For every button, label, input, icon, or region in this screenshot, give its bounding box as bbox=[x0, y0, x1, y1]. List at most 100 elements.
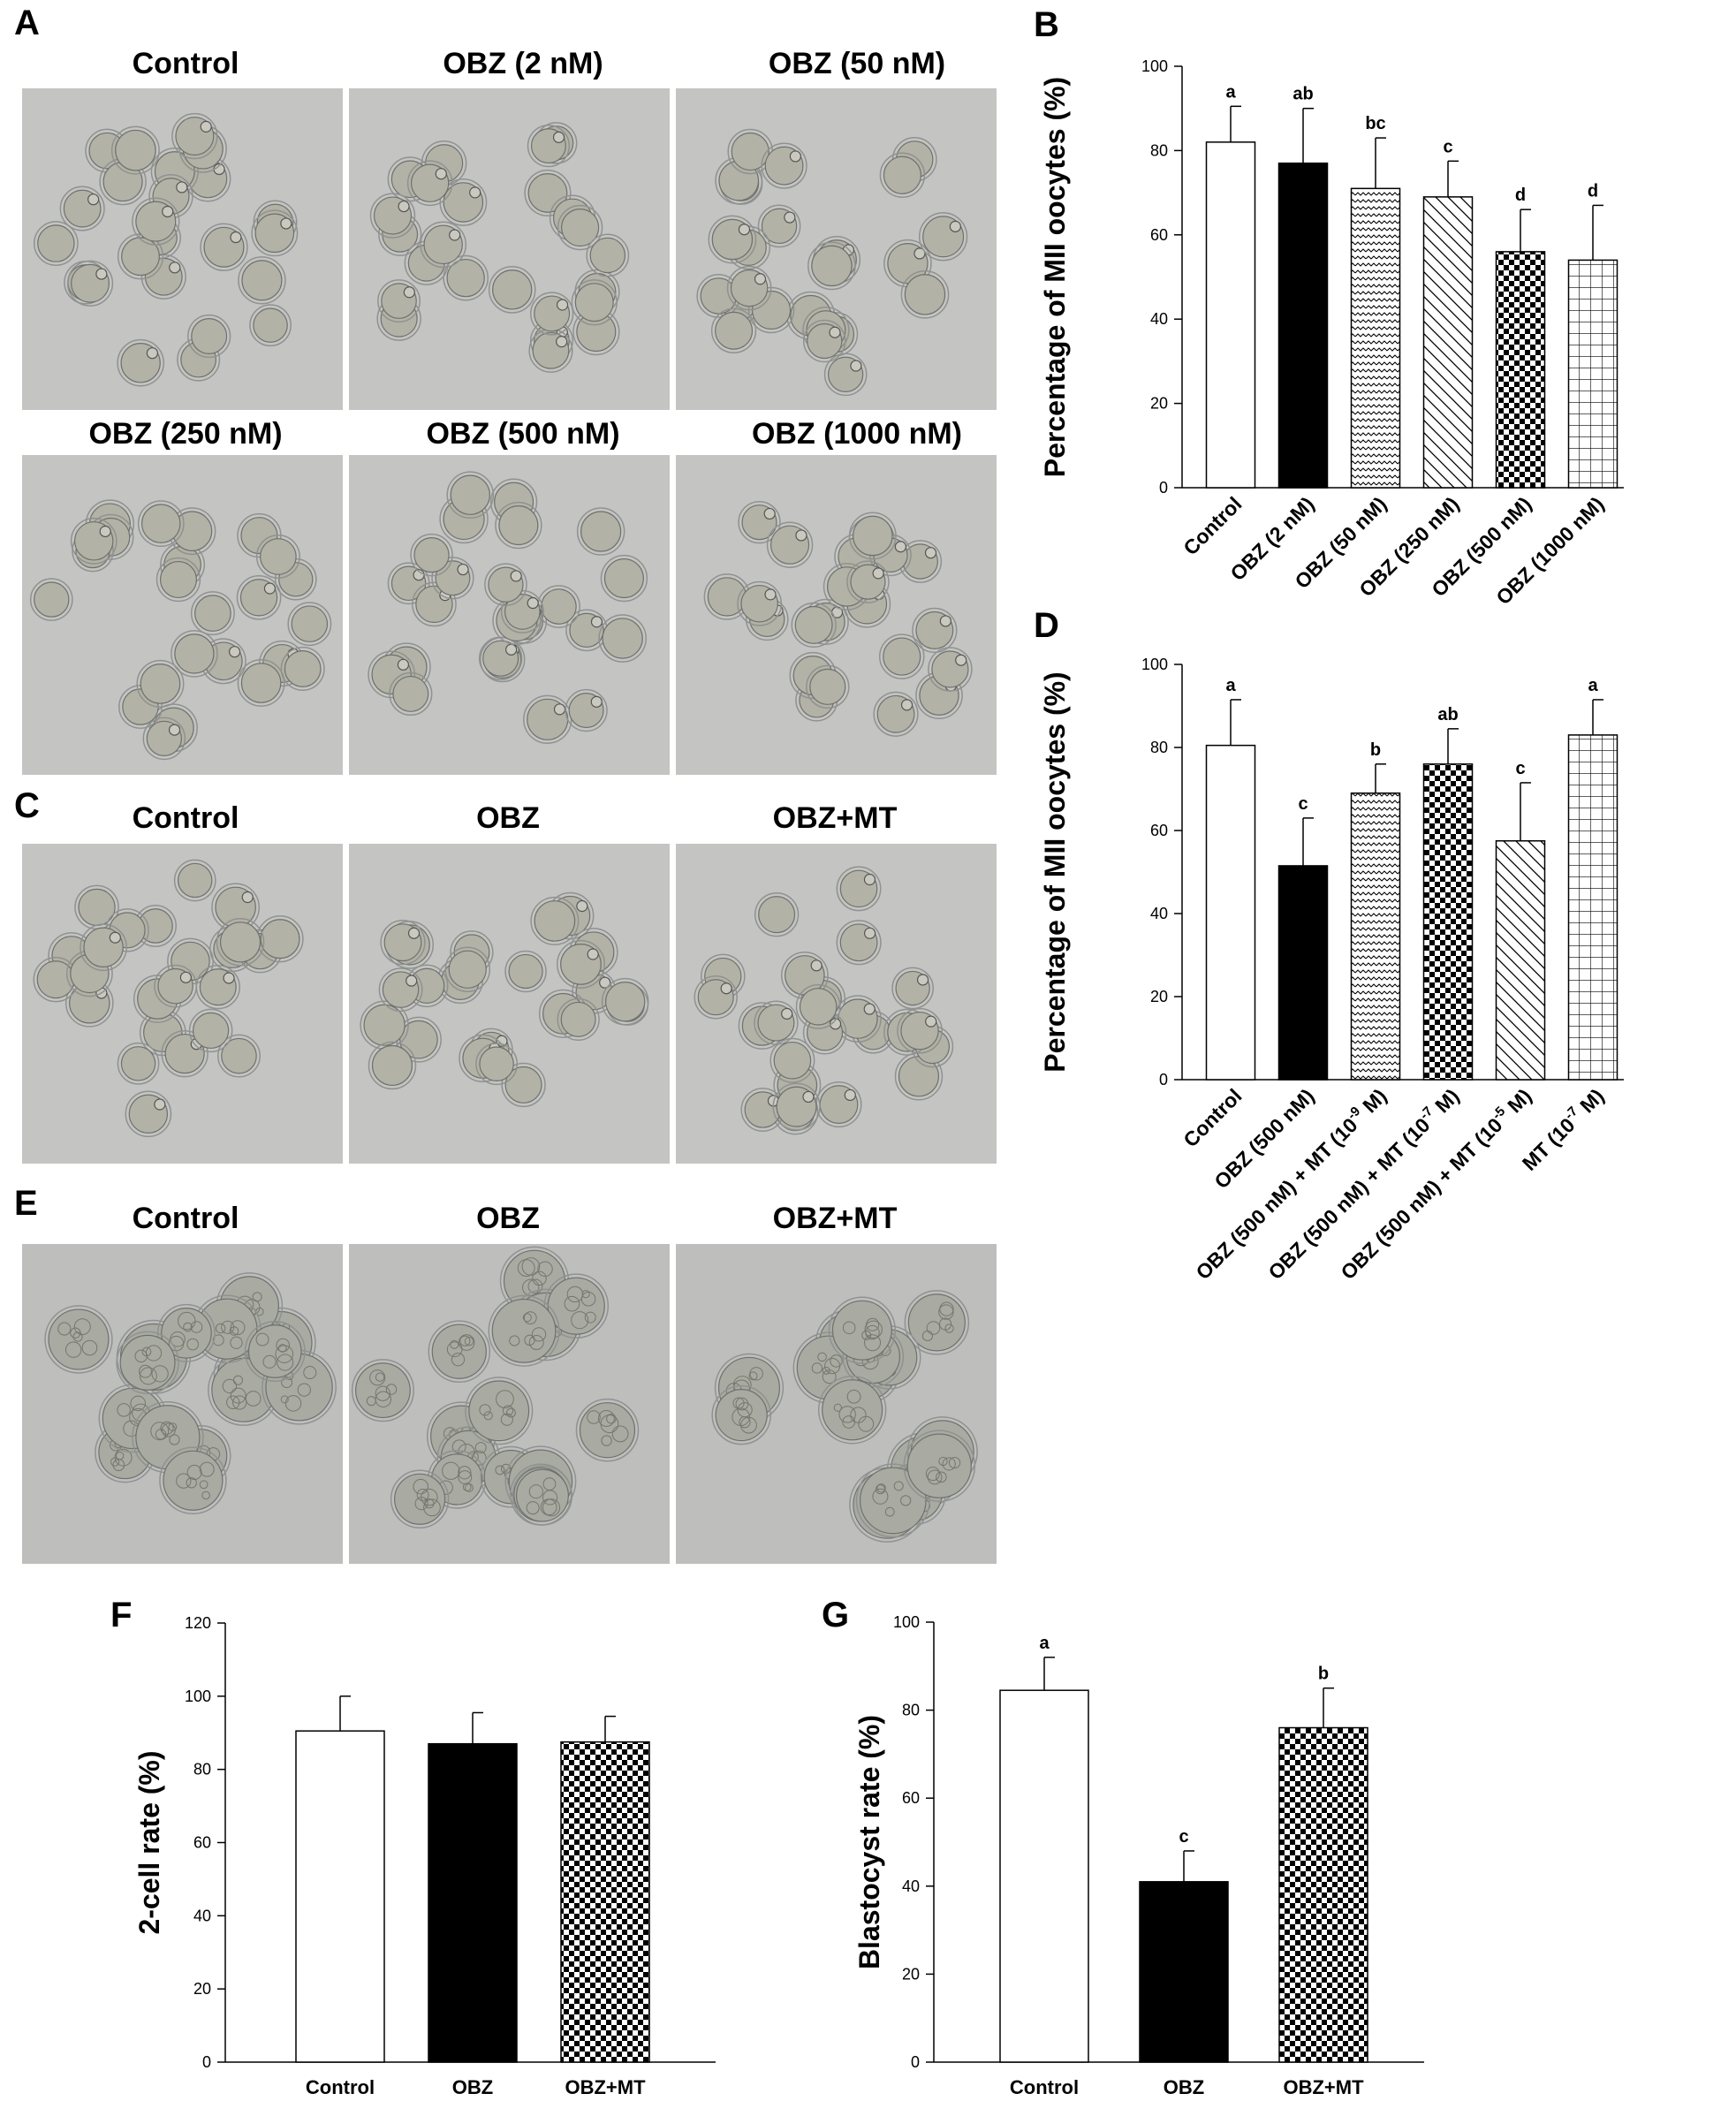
cell bbox=[576, 507, 625, 556]
cell bbox=[537, 585, 580, 628]
cell bbox=[897, 1007, 943, 1054]
cell bbox=[142, 717, 186, 761]
y-axis-label: Percentage of MII oocytes (%) bbox=[1039, 77, 1071, 477]
cell bbox=[116, 1331, 179, 1394]
cell bbox=[795, 983, 841, 1029]
micrograph-e-control bbox=[22, 1244, 343, 1564]
significance-letter: a bbox=[1588, 676, 1598, 695]
cell bbox=[125, 1090, 172, 1138]
panel-letter-e: E bbox=[14, 1184, 38, 1223]
y-tick-label: 20 bbox=[1150, 988, 1168, 1005]
cell bbox=[238, 256, 286, 305]
micrograph-c-obz-mt bbox=[676, 844, 997, 1164]
significance-letter: b bbox=[1318, 1665, 1329, 1684]
cell bbox=[59, 186, 105, 231]
cell bbox=[807, 241, 856, 291]
cell bbox=[565, 609, 608, 652]
cell bbox=[154, 964, 197, 1008]
significance-letter: ab bbox=[1437, 705, 1458, 724]
y-tick-label: 100 bbox=[893, 1613, 920, 1631]
significance-letter: d bbox=[1588, 181, 1598, 201]
bar bbox=[1139, 1881, 1229, 2063]
cell bbox=[738, 500, 781, 544]
y-tick-label: 0 bbox=[1159, 479, 1168, 497]
bar bbox=[1567, 734, 1618, 1081]
bar bbox=[999, 1689, 1089, 2063]
cell bbox=[488, 266, 536, 314]
cell bbox=[390, 1469, 450, 1529]
bar bbox=[428, 1742, 518, 2063]
bar bbox=[560, 1741, 650, 2063]
cell bbox=[216, 918, 265, 967]
cell bbox=[873, 691, 919, 737]
cell bbox=[571, 279, 618, 326]
cell bbox=[368, 1041, 417, 1090]
y-tick-label: 60 bbox=[1150, 822, 1168, 839]
cell bbox=[891, 967, 934, 1010]
micrograph-c-control bbox=[22, 844, 343, 1164]
x-tick-label: Control bbox=[306, 2076, 375, 2098]
cell bbox=[834, 995, 882, 1043]
cell bbox=[446, 471, 495, 520]
cell bbox=[557, 204, 603, 251]
cell bbox=[412, 581, 457, 627]
significance-letter: ab bbox=[1293, 85, 1313, 104]
significance-letter: c bbox=[1179, 1827, 1188, 1847]
cell bbox=[188, 1008, 233, 1053]
y-tick-label: 40 bbox=[1150, 310, 1168, 328]
panel-letter: B bbox=[1034, 5, 1059, 44]
y-tick-label: 60 bbox=[193, 1834, 211, 1852]
image-title-control: Control bbox=[132, 47, 239, 80]
cell bbox=[836, 866, 882, 912]
cell bbox=[757, 204, 801, 248]
image-title-obz-500nm: OBZ (500 nM) bbox=[426, 417, 620, 451]
bar bbox=[1277, 162, 1329, 489]
micrograph-a-control bbox=[22, 88, 343, 410]
bar bbox=[1278, 1726, 1368, 2063]
cell bbox=[208, 1354, 280, 1426]
cell bbox=[387, 562, 430, 605]
cell bbox=[410, 533, 453, 577]
cell bbox=[378, 967, 423, 1013]
cell bbox=[99, 157, 147, 206]
bar bbox=[1495, 840, 1546, 1081]
cell bbox=[137, 500, 185, 548]
cell bbox=[190, 591, 235, 636]
cell bbox=[168, 507, 216, 556]
cell bbox=[912, 607, 958, 654]
y-tick-label: 120 bbox=[185, 1614, 211, 1632]
cell bbox=[904, 1290, 970, 1355]
micrograph-a-obz-250nm bbox=[22, 455, 343, 775]
bar bbox=[1350, 187, 1401, 489]
micrograph-a-obz-1000nm bbox=[676, 455, 997, 775]
cell bbox=[501, 1062, 546, 1108]
significance-letter: d bbox=[1515, 186, 1526, 205]
x-tick-label: OBZ bbox=[1164, 2076, 1204, 2098]
chart-f: F 0 20 40 60 80 100 120 2-cell rate (%) Control OB… bbox=[110, 1590, 830, 2098]
micrograph-a-obz-50nm bbox=[676, 88, 997, 410]
cell bbox=[369, 193, 416, 239]
image-title-obz-1000nm: OBZ (1000 nM) bbox=[751, 417, 963, 451]
bar bbox=[1422, 196, 1474, 489]
y-tick-label: 100 bbox=[1141, 656, 1168, 673]
cell bbox=[817, 1376, 887, 1445]
cell bbox=[187, 314, 231, 359]
cell bbox=[389, 671, 433, 717]
cell bbox=[173, 859, 216, 902]
cell bbox=[846, 560, 890, 603]
cell bbox=[377, 279, 421, 323]
y-tick-label: 40 bbox=[902, 1877, 920, 1895]
cell bbox=[444, 946, 491, 993]
cell bbox=[900, 269, 950, 319]
bar bbox=[1350, 792, 1401, 1081]
image-title-obz-50nm: OBZ (50 nM) bbox=[768, 47, 946, 80]
cell bbox=[237, 659, 285, 707]
cell bbox=[110, 125, 160, 175]
cell bbox=[791, 602, 837, 649]
cell bbox=[117, 1042, 160, 1085]
cell bbox=[586, 233, 630, 277]
cell bbox=[171, 630, 218, 678]
bar bbox=[1205, 141, 1256, 489]
y-tick-label: 40 bbox=[193, 1907, 211, 1924]
cell bbox=[443, 254, 489, 301]
